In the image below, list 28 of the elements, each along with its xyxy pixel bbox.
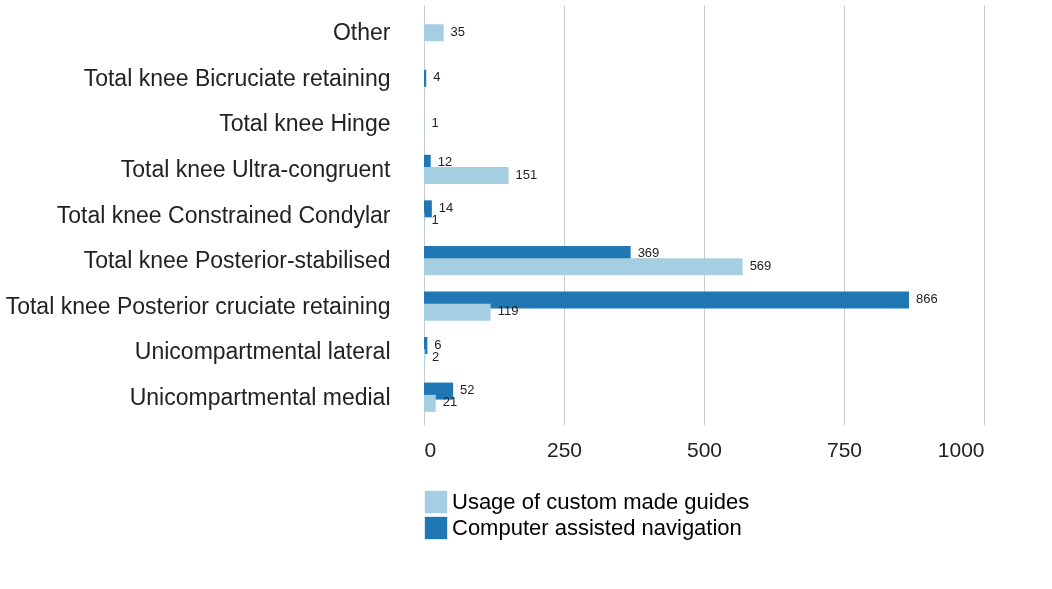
x-tick-label: 250: [546, 437, 583, 461]
y-tick-label: Unicompartmental lateral: [134, 338, 391, 365]
x-tick-label: 750: [826, 437, 863, 461]
legend-label: Usage of custom made guides: [452, 489, 750, 514]
data-label: 1: [431, 212, 439, 228]
data-label: 52: [460, 382, 475, 398]
x-tick-label: 500: [686, 437, 723, 461]
x-tick-label: 0: [424, 437, 437, 461]
y-tick-label: Other: [332, 19, 391, 46]
y-tick-label: Total knee Posterior-stabilised: [83, 247, 391, 274]
data-label: 4: [433, 69, 441, 85]
data-label: 35: [450, 23, 466, 39]
y-tick-label: Total knee Constrained Condylar: [56, 201, 391, 228]
y-tick-label: Unicompartmental medial: [129, 383, 391, 410]
legend-label: Computer assisted navigation: [452, 515, 742, 540]
data-label: 14: [438, 199, 454, 215]
y-tick-label: Total knee Posterior cruciate retaining: [5, 292, 391, 319]
data-label: 369: [637, 245, 660, 261]
y-tick-label: Total knee Ultra-congruent: [120, 155, 392, 182]
data-label: 866: [915, 290, 938, 306]
data-label: 151: [515, 166, 538, 182]
data-label: 569: [749, 257, 772, 273]
data-label: 1: [431, 114, 439, 130]
data-label: 12: [437, 154, 453, 170]
x-tick-label: 1000: [937, 437, 985, 461]
y-tick-label: Total knee Hinge: [219, 110, 391, 137]
data-label: 119: [497, 303, 519, 319]
y-tick-label: Total knee Bicruciate retaining: [83, 64, 391, 91]
